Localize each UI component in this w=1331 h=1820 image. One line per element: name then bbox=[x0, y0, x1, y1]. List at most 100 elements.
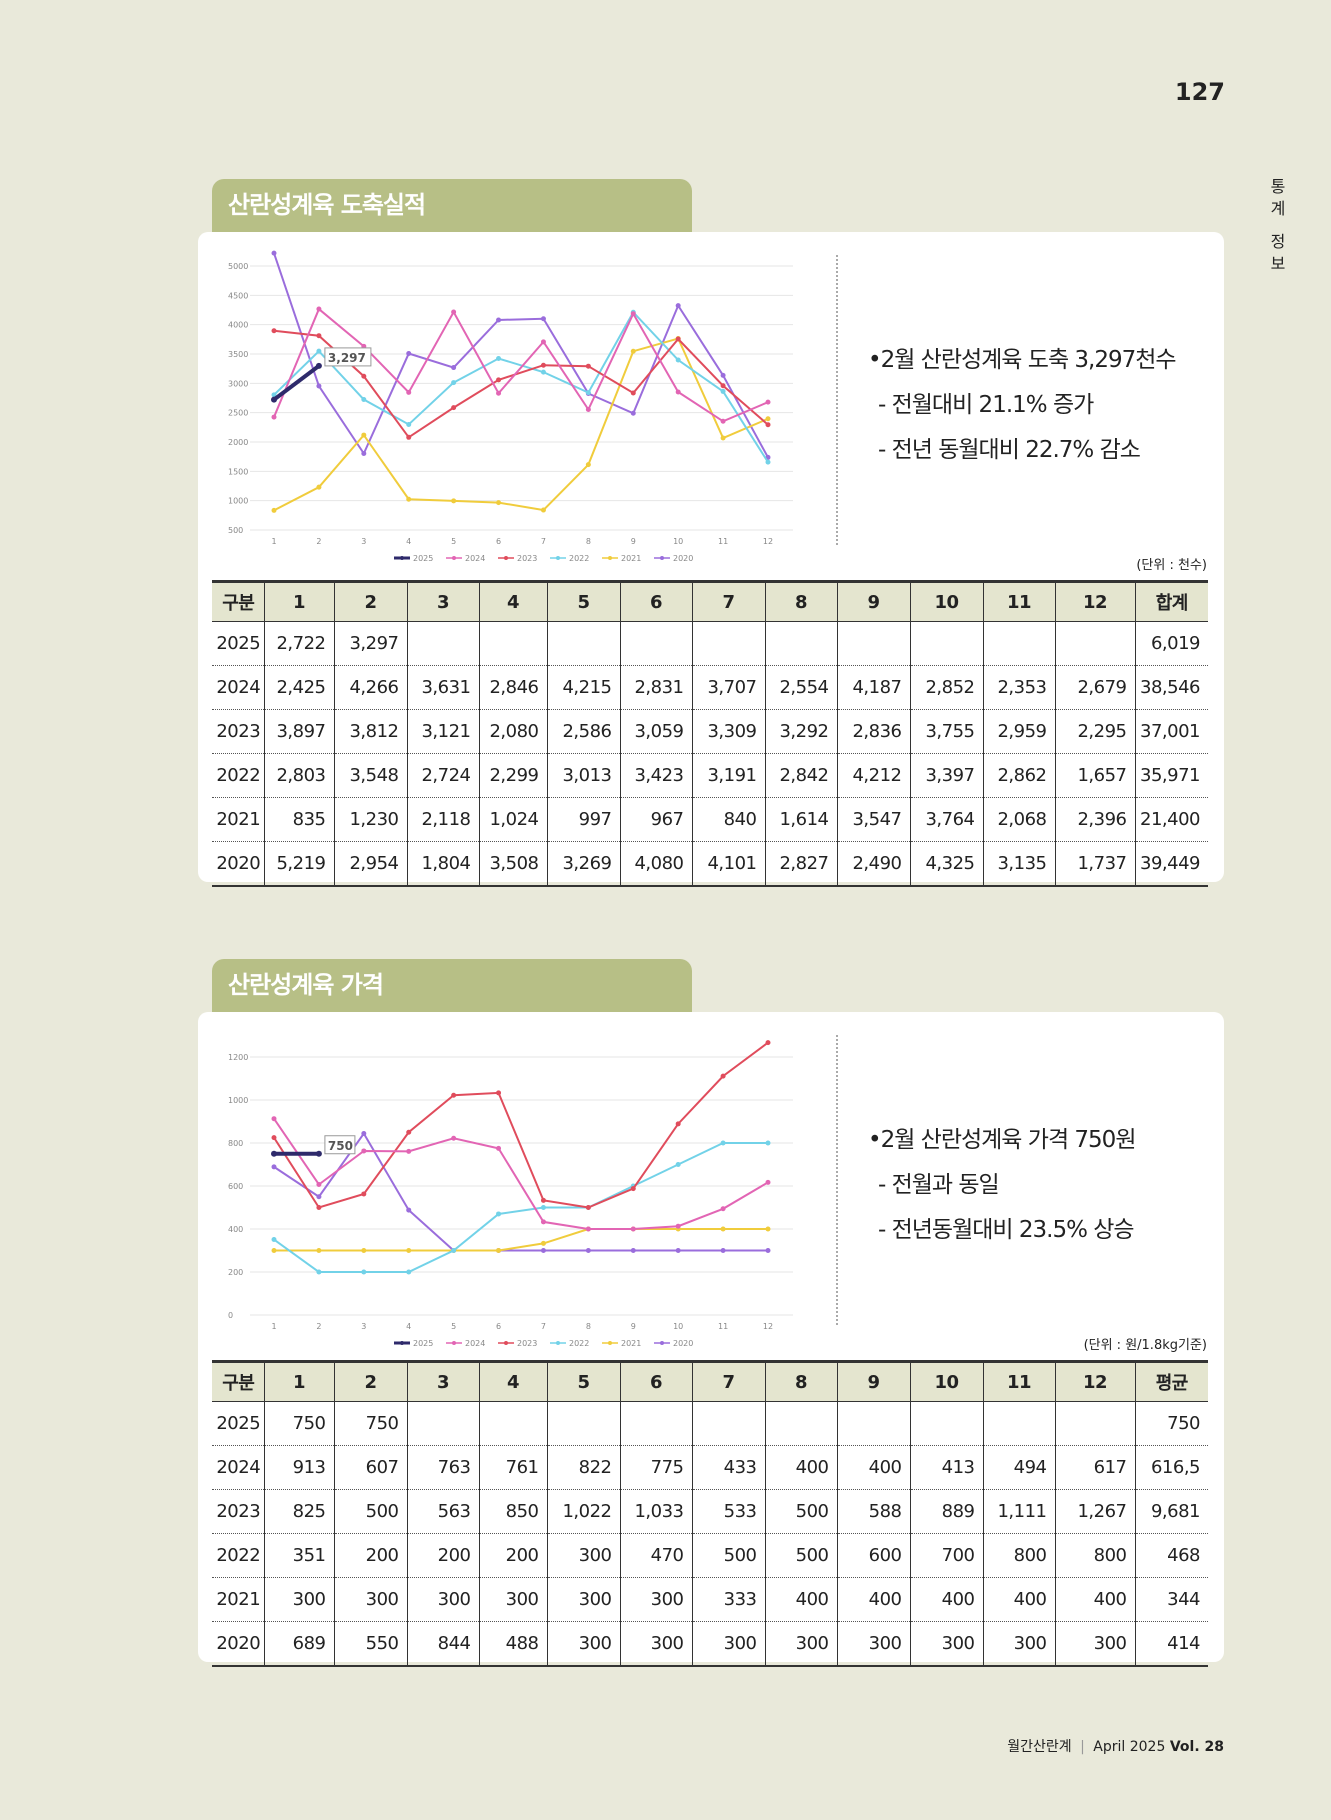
cell: 3,764 bbox=[909, 797, 983, 842]
cell: 400 bbox=[764, 1445, 837, 1490]
card: 500 1000 1500 2000 2500 3000 3500 4000 4500 5000 1… bbox=[198, 232, 1224, 887]
point bbox=[316, 306, 322, 312]
cell bbox=[546, 1401, 620, 1446]
y-tick-label: 3500 bbox=[228, 350, 248, 359]
point bbox=[720, 435, 726, 441]
point bbox=[406, 389, 412, 395]
point bbox=[585, 462, 591, 468]
cell: 800 bbox=[1054, 1533, 1135, 1578]
row: 2020 689 550 844 488 300 300 300 300 300 300 300 300… bbox=[212, 1621, 1208, 1667]
header-cell: 3 bbox=[406, 1360, 479, 1402]
cell: 4,215 bbox=[546, 665, 620, 710]
header-cell: 구분 bbox=[212, 580, 264, 622]
cell bbox=[982, 621, 1055, 666]
point bbox=[451, 309, 457, 315]
header-cell: 2 bbox=[333, 1360, 407, 1402]
cell: 3,423 bbox=[619, 753, 692, 798]
cell: 2,836 bbox=[836, 709, 910, 754]
header-cell: 12 bbox=[1054, 1360, 1135, 1402]
point bbox=[361, 1131, 367, 1137]
cell: 2,954 bbox=[333, 841, 407, 887]
cell: 2,425 bbox=[263, 665, 334, 710]
cell: 763 bbox=[406, 1445, 479, 1490]
point bbox=[720, 1206, 726, 1212]
point bbox=[585, 1248, 591, 1253]
cell: 997 bbox=[546, 797, 620, 842]
point bbox=[496, 317, 502, 323]
cell: 3,631 bbox=[406, 665, 479, 710]
cell bbox=[691, 1401, 765, 1446]
bullet: - 전년동월대비 23.5% 상승 bbox=[878, 1217, 1135, 1243]
legend-label: 2021 bbox=[621, 554, 641, 563]
point bbox=[540, 369, 546, 375]
legend-label: 2022 bbox=[569, 554, 589, 563]
cell: 300 bbox=[619, 1577, 692, 1622]
bullet: •2월 산란성계육 도축 3,297천수 bbox=[868, 347, 1177, 373]
point bbox=[361, 1269, 367, 1275]
cell: 2,827 bbox=[764, 841, 837, 887]
cell: 850 bbox=[478, 1489, 547, 1534]
cell bbox=[764, 1401, 837, 1446]
y-tick-label: 5000 bbox=[228, 262, 248, 271]
cell: 2,862 bbox=[982, 753, 1055, 798]
y-tick-label: 1200 bbox=[228, 1053, 248, 1062]
x-tick-label: 3 bbox=[361, 537, 366, 546]
cell: 1,230 bbox=[333, 797, 407, 842]
cell: 3,309 bbox=[691, 709, 765, 754]
cell: 300 bbox=[546, 1533, 620, 1578]
point bbox=[316, 1181, 322, 1187]
thead: 구분 1 2 3 4 5 6 7 8 9 10 11 12 합계 bbox=[212, 580, 1208, 622]
point bbox=[585, 406, 591, 412]
x-tick-label: 10 bbox=[673, 1322, 683, 1331]
point bbox=[406, 1148, 412, 1154]
header-cell: 5 bbox=[546, 580, 620, 622]
cell: 750 bbox=[263, 1401, 334, 1446]
header-cell: 7 bbox=[691, 1360, 765, 1402]
header-cell: 6 bbox=[619, 1360, 692, 1402]
cell bbox=[406, 1401, 479, 1446]
point bbox=[720, 1248, 726, 1253]
cell: 500 bbox=[691, 1533, 765, 1578]
point bbox=[630, 311, 636, 317]
cell: 4,266 bbox=[333, 665, 407, 710]
point bbox=[765, 1226, 771, 1232]
series-line bbox=[273, 1118, 769, 1230]
unit: (단위 : 원/1.8kg기준) bbox=[1083, 1338, 1207, 1353]
point bbox=[361, 1191, 367, 1197]
point bbox=[675, 1121, 681, 1127]
row: 2024 913 607 763 761 822 775 433 400 400 413 494 617… bbox=[212, 1445, 1208, 1490]
header-row: 구분 1 2 3 4 5 6 7 8 9 10 11 12 합계 bbox=[212, 580, 1208, 622]
cell: 351 bbox=[263, 1533, 334, 1578]
cell: 2,724 bbox=[406, 753, 479, 798]
point bbox=[315, 362, 322, 369]
legend-label: 2020 bbox=[673, 554, 693, 563]
annotation-box bbox=[324, 1135, 356, 1155]
legend-dot bbox=[660, 556, 664, 560]
point bbox=[361, 450, 367, 456]
cell: 2025 bbox=[212, 1401, 264, 1446]
cell: 300 bbox=[691, 1621, 765, 1667]
x-tick-label: 9 bbox=[631, 537, 636, 546]
cell: 2,299 bbox=[478, 753, 547, 798]
point bbox=[406, 1207, 412, 1213]
cell: 1,737 bbox=[1054, 841, 1135, 887]
header-cell: 합계 bbox=[1134, 580, 1208, 622]
series-line bbox=[274, 1228, 768, 1252]
point bbox=[765, 416, 771, 422]
point bbox=[271, 328, 277, 334]
header-cell: 1 bbox=[263, 580, 334, 622]
point bbox=[675, 1162, 681, 1167]
cell bbox=[982, 1401, 1055, 1446]
cell: 300 bbox=[333, 1577, 407, 1622]
point bbox=[361, 373, 367, 379]
cell: 4,325 bbox=[909, 841, 983, 887]
point bbox=[630, 1226, 636, 1232]
cell: 775 bbox=[619, 1445, 692, 1490]
cell: 616,5 bbox=[1134, 1445, 1208, 1490]
thead: 구분 1 2 3 4 5 6 7 8 9 10 11 12 평균 bbox=[212, 1360, 1208, 1402]
cell: 1,033 bbox=[619, 1489, 692, 1534]
y-tick-label: 1000 bbox=[228, 497, 248, 506]
y-tick-label: 2500 bbox=[228, 409, 248, 418]
cell: 2,396 bbox=[1054, 797, 1135, 842]
